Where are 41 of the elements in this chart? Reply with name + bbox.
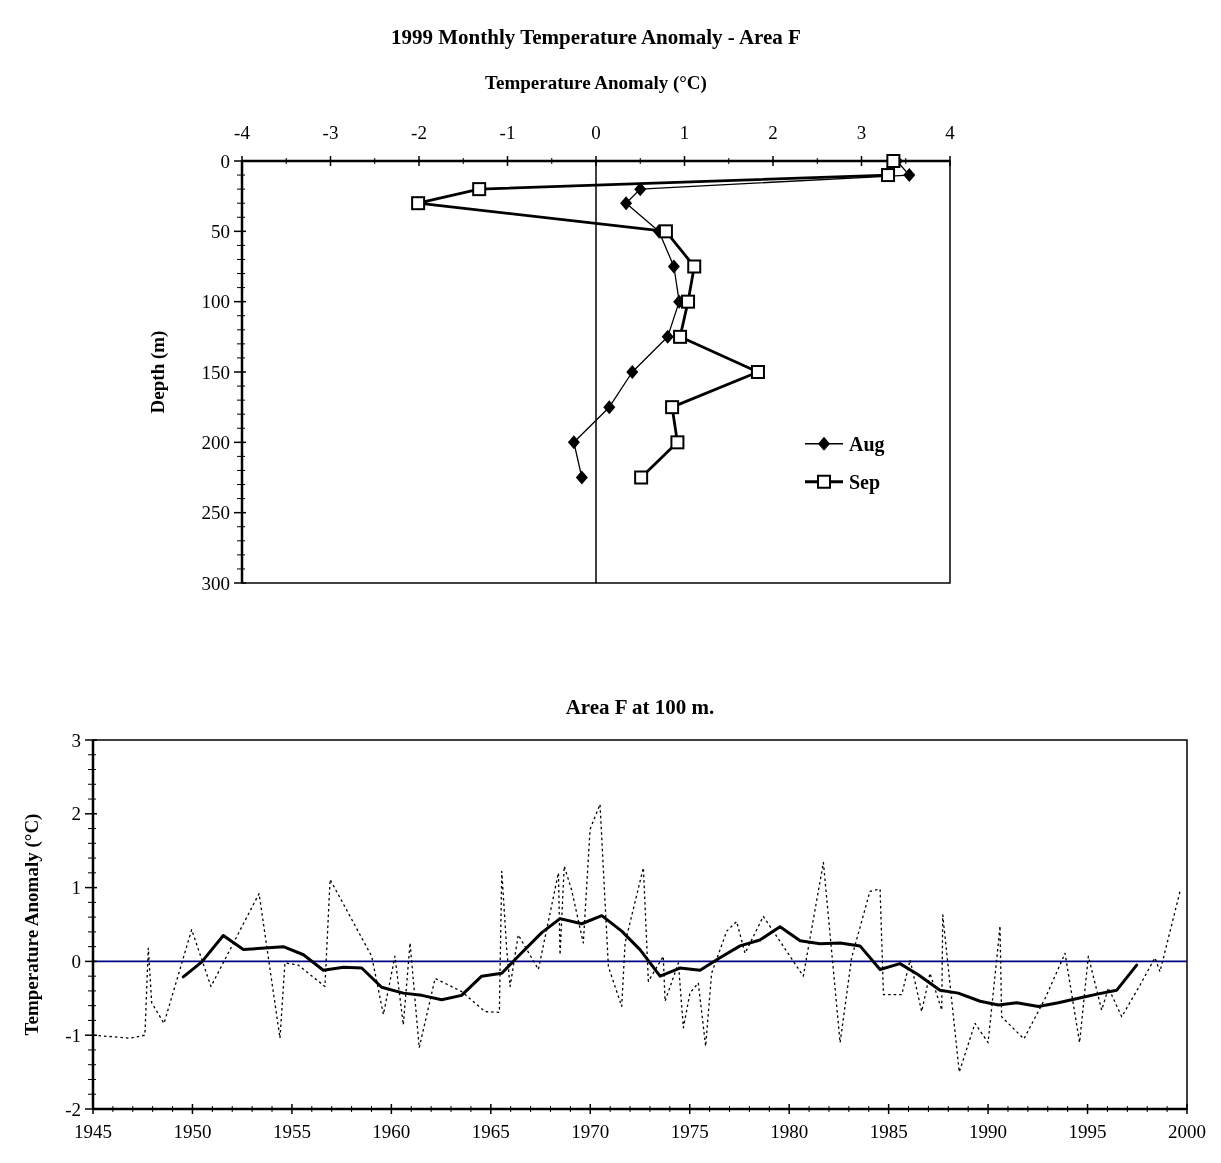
- y-tick-label: 1: [71, 877, 81, 899]
- y-tick-label: 2: [71, 803, 81, 825]
- x-tick-label: -1: [499, 122, 516, 143]
- y-tick-label: 50: [211, 220, 230, 242]
- chart-title: Area F at 100 m.: [565, 695, 715, 719]
- x-tick-label: 0: [591, 122, 601, 143]
- x-tick-label: 2: [768, 122, 778, 143]
- legend-label: Sep: [849, 470, 881, 494]
- x-tick-label: 1970: [571, 1120, 610, 1142]
- x-tick-label: 3: [856, 122, 867, 143]
- y-tick-label: -1: [65, 1024, 81, 1046]
- chart-title: 1999 Monthly Temperature Anomaly - Area F: [391, 25, 801, 49]
- x-tick-label: 2000: [1168, 1120, 1206, 1142]
- x-axis-title: Temperature Anomaly (°C): [485, 72, 707, 94]
- x-tick-label: 4: [945, 122, 956, 143]
- x-tick-label: 1965: [471, 1120, 510, 1142]
- x-tick-label: 1990: [969, 1120, 1008, 1142]
- y-tick-label: 250: [201, 502, 230, 524]
- x-tick-label: -3: [322, 122, 339, 143]
- legend-label: Aug: [849, 432, 885, 456]
- y-tick-label: 0: [71, 951, 81, 973]
- x-tick-label: 1950: [173, 1120, 212, 1142]
- x-tick-label: 1955: [272, 1120, 311, 1142]
- y-tick-label: 300: [201, 572, 230, 594]
- y-axis-title: Depth (m): [147, 330, 169, 414]
- x-tick-label: 1995: [1068, 1120, 1107, 1142]
- x-tick-label: 1: [679, 122, 690, 143]
- x-tick-label: 1985: [869, 1120, 908, 1142]
- x-tick-label: 1960: [372, 1120, 411, 1142]
- y-tick-label: 150: [201, 361, 230, 383]
- x-tick-label: -2: [411, 122, 427, 143]
- x-tick-label: 1980: [770, 1120, 809, 1142]
- y-tick-label: 0: [220, 150, 230, 172]
- x-tick-label: 1975: [670, 1120, 709, 1142]
- y-axis-title: Temperature Anomaly (°C): [21, 813, 43, 1036]
- x-tick-label: 1945: [74, 1120, 112, 1142]
- y-tick-label: 100: [201, 291, 230, 313]
- x-tick-label: -4: [234, 122, 251, 143]
- y-tick-label: 200: [201, 431, 230, 453]
- y-tick-label: 3: [71, 729, 81, 751]
- y-tick-label: -2: [65, 1098, 81, 1120]
